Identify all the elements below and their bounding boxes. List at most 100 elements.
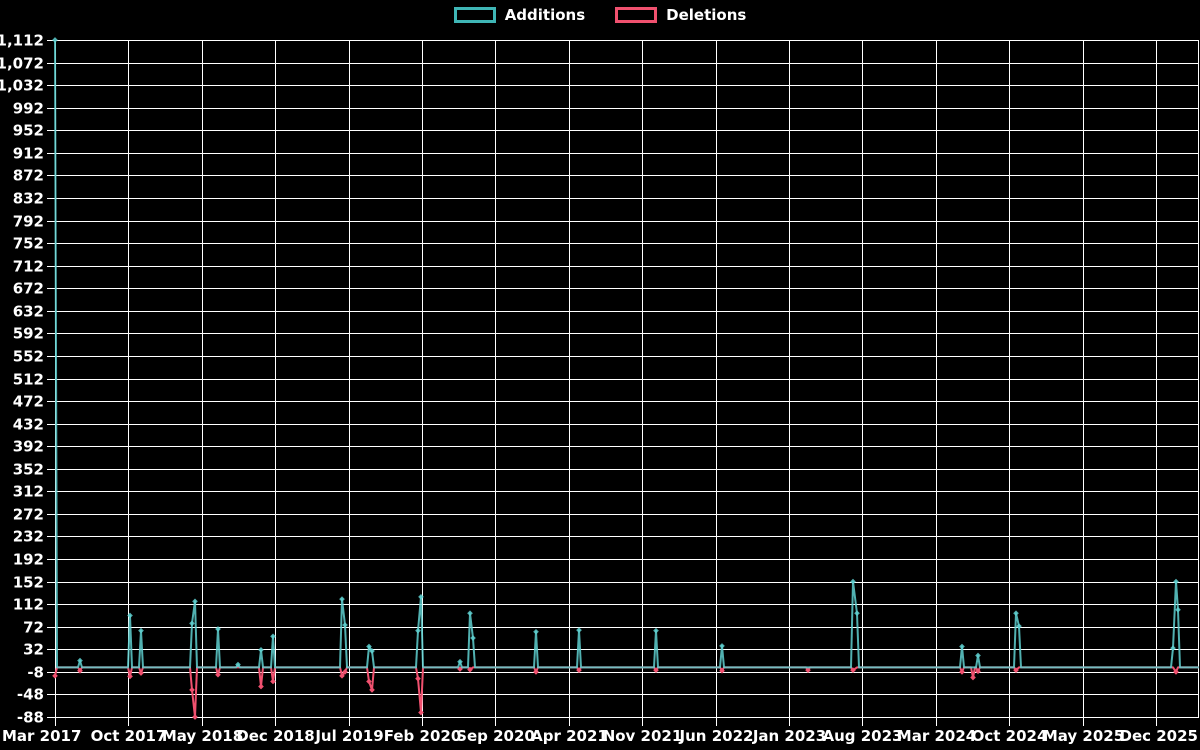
deletions-point-marker — [959, 669, 965, 675]
additions-point-marker — [1173, 578, 1179, 585]
x-tick-label: Aug 2023 — [823, 727, 903, 745]
deletions-line — [54, 666, 1199, 718]
legend-label-additions: Additions — [504, 6, 586, 24]
x-tick-label: Jan 2023 — [752, 727, 826, 745]
additions-point-marker — [854, 610, 860, 617]
deletions-point-marker — [719, 667, 725, 674]
y-tick-label: 72 — [23, 619, 44, 637]
deletions-point-marker — [77, 667, 83, 674]
chart-legend: Additions Deletions — [0, 6, 1200, 24]
deletions-point-marker — [653, 667, 659, 674]
additions-point-marker — [235, 661, 241, 668]
y-tick-label: 152 — [13, 574, 44, 592]
additions-point-marker — [366, 643, 372, 650]
y-tick-label: 232 — [13, 528, 44, 546]
additions-point-marker — [215, 626, 221, 632]
y-tick-label: 432 — [13, 416, 44, 434]
y-tick-label: 752 — [13, 235, 44, 253]
deletions-point-marker — [127, 673, 133, 680]
y-tick-label: 512 — [13, 371, 44, 389]
deletions-point-marker — [192, 714, 198, 720]
deletions-point-marker — [138, 670, 144, 676]
deletions-point-marker — [189, 687, 195, 693]
additions-point-marker — [138, 627, 144, 634]
y-tick-label: 1,112 — [0, 32, 44, 50]
additions-point-marker — [576, 627, 582, 633]
additions-point-marker — [959, 643, 965, 650]
y-tick-label: 712 — [13, 258, 44, 276]
deletions-point-marker — [369, 687, 375, 693]
x-tick-label: Nov 2021 — [603, 727, 683, 745]
deletions-point-marker — [52, 672, 58, 679]
deletions-point-marker — [970, 674, 976, 681]
y-tick-label: 312 — [13, 483, 44, 501]
y-tick-label: 552 — [13, 348, 44, 366]
x-tick-label: Jul 2019 — [314, 727, 383, 745]
additions-point-marker — [533, 628, 539, 635]
additions-point-marker — [719, 643, 725, 649]
additions-point-marker — [418, 594, 424, 600]
x-tick-label: May 2025 — [1043, 727, 1124, 745]
deletions-point-marker — [415, 675, 421, 682]
additions-point-marker — [975, 652, 981, 659]
x-tick-label: Mar 2017 — [2, 727, 81, 745]
deletions-swatch-icon — [615, 7, 658, 23]
y-tick-label: 392 — [13, 438, 44, 456]
y-tick-label: 112 — [13, 596, 44, 614]
deletions-point-marker — [975, 668, 981, 675]
y-tick-label: 792 — [13, 213, 44, 231]
x-tick-label: Dec 2025 — [1120, 727, 1199, 745]
additions-line — [54, 39, 1199, 669]
additions-point-marker — [369, 648, 375, 654]
y-tick-label: 472 — [13, 393, 44, 411]
additions-point-marker — [415, 627, 421, 634]
y-tick-label: 872 — [13, 167, 44, 185]
deletions-point-marker — [533, 669, 539, 675]
additions-point-marker — [77, 657, 83, 664]
legend-item-deletions[interactable]: Deletions — [615, 6, 746, 24]
y-tick-label: 632 — [13, 303, 44, 321]
additions-point-marker — [850, 578, 856, 585]
y-tick-label: 672 — [13, 280, 44, 298]
additions-point-marker — [258, 647, 264, 653]
deletions-point-marker — [418, 709, 424, 716]
deletions-point-marker — [215, 671, 221, 678]
deletions-point-marker — [1173, 669, 1179, 675]
additions-point-marker — [457, 658, 463, 665]
y-tick-label: 1,032 — [0, 77, 44, 95]
additions-point-marker — [342, 622, 348, 628]
deletions-point-marker — [258, 683, 264, 690]
x-tick-label: Feb 2020 — [384, 727, 462, 745]
additions-point-marker — [1016, 623, 1022, 629]
y-tick-label: 912 — [13, 145, 44, 163]
additions-point-marker — [1175, 606, 1181, 613]
deletions-point-marker — [576, 667, 582, 674]
deletions-point-marker — [366, 678, 372, 685]
x-tick-label: Dec 2018 — [236, 727, 315, 745]
y-tick-label: 592 — [13, 325, 44, 343]
deletions-point-marker — [342, 669, 348, 675]
y-tick-label: -8 — [27, 664, 44, 682]
x-tick-label: Oct 2024 — [972, 727, 1048, 745]
additions-point-marker — [339, 596, 345, 602]
y-tick-label: 192 — [13, 551, 44, 569]
x-tick-label: Jun 2022 — [679, 727, 754, 745]
legend-label-deletions: Deletions — [666, 6, 747, 24]
additions-point-marker — [467, 610, 473, 617]
deletions-point-marker — [805, 667, 811, 674]
legend-item-additions[interactable]: Additions — [453, 6, 586, 24]
additions-point-marker — [1170, 645, 1176, 652]
deletions-point-marker — [270, 678, 276, 685]
y-tick-label: 272 — [13, 506, 44, 524]
deletions-point-marker — [850, 667, 856, 674]
y-tick-label: 952 — [13, 122, 44, 140]
x-tick-label: Sep 2020 — [456, 727, 535, 745]
additions-point-marker — [470, 635, 476, 641]
deletions-point-marker — [339, 672, 345, 679]
additions-point-marker — [189, 620, 195, 627]
y-tick-label: 832 — [13, 190, 44, 208]
x-tick-label: Apr 2021 — [531, 727, 608, 745]
additions-swatch-icon — [453, 7, 496, 23]
